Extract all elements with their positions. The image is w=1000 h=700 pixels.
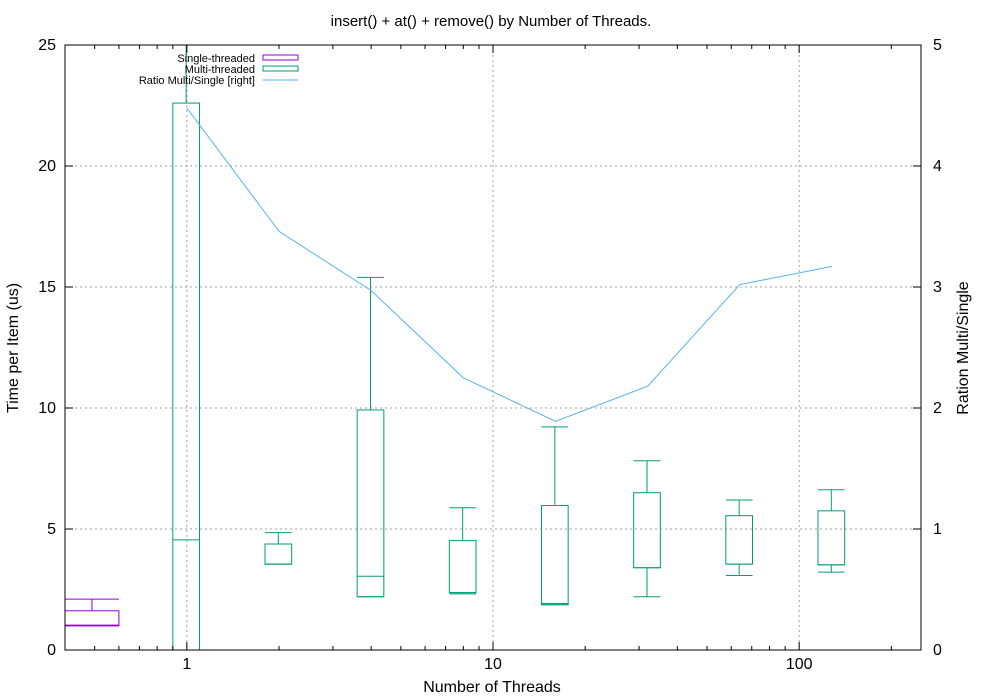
legend-label: Multi-threaded — [185, 64, 255, 76]
y2-tick-label: 4 — [933, 158, 942, 175]
series-ratio-multi-single-right — [186, 107, 833, 422]
box — [633, 460, 661, 598]
x-tick-label: 1 — [182, 656, 191, 673]
y2-axis-title: Ration Multi/Single — [955, 281, 972, 415]
legend-item: Single-threaded — [177, 53, 299, 65]
y2-tick-label: 3 — [933, 279, 942, 296]
box — [540, 426, 569, 606]
box — [64, 598, 120, 627]
y-tick-label: 25 — [38, 37, 56, 54]
box-body — [172, 102, 201, 651]
legend-swatch — [262, 65, 299, 72]
x-axis-title: Number of Threads — [423, 679, 561, 696]
box-body — [817, 510, 846, 566]
y-axis-title: Time per Item (us) — [5, 283, 22, 413]
x-tick-label: 10 — [484, 656, 502, 673]
box — [448, 507, 477, 595]
x-tick-labels: 1 10 100 — [182, 656, 812, 673]
box — [172, 45, 201, 651]
series-multi-threaded — [172, 45, 846, 651]
box — [356, 276, 385, 598]
legend-label: Ratio Multi/Single [right] — [139, 75, 255, 87]
chart-title: insert() + at() + remove() by Number of … — [331, 13, 652, 30]
box-body — [264, 543, 293, 565]
box-body — [633, 492, 661, 569]
ratio-line — [186, 107, 833, 422]
y2-tick-label: 0 — [933, 642, 942, 659]
y2-tick-label: 2 — [933, 400, 942, 417]
y-tick-label: 5 — [47, 521, 56, 538]
series-layer — [64, 45, 846, 651]
y-tick-label: 20 — [38, 158, 56, 175]
y-tick-label: 0 — [47, 642, 56, 659]
legend-item: Multi-threaded — [185, 64, 299, 76]
x-tick-label: 100 — [786, 656, 813, 673]
box-body — [448, 540, 477, 594]
box — [264, 532, 293, 565]
y2-tick-labels: 0 1 2 3 4 5 — [933, 37, 942, 659]
axis-ticks — [65, 44, 921, 651]
legend-swatch — [262, 54, 299, 61]
box-body — [540, 505, 569, 606]
series-single-threaded — [64, 598, 120, 627]
legend-label: Single-threaded — [177, 53, 255, 65]
box-body — [64, 610, 120, 627]
y-tick-label: 10 — [38, 400, 56, 417]
y-tick-labels: 0 5 10 15 20 25 — [38, 37, 56, 659]
grid — [65, 45, 921, 650]
box-body — [356, 409, 385, 598]
y-tick-label: 15 — [38, 279, 56, 296]
box-body — [725, 515, 753, 565]
y2-tick-label: 1 — [933, 521, 942, 538]
box — [817, 489, 846, 573]
legend-item: Ratio Multi/Single [right] — [139, 75, 298, 87]
y2-tick-label: 5 — [933, 37, 942, 54]
box — [725, 499, 753, 576]
